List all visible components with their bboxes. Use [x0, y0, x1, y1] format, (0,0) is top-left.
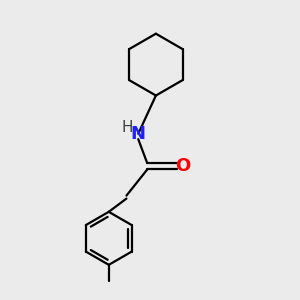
Text: O: O	[175, 157, 190, 175]
Text: N: N	[131, 125, 146, 143]
Text: H: H	[121, 120, 133, 135]
